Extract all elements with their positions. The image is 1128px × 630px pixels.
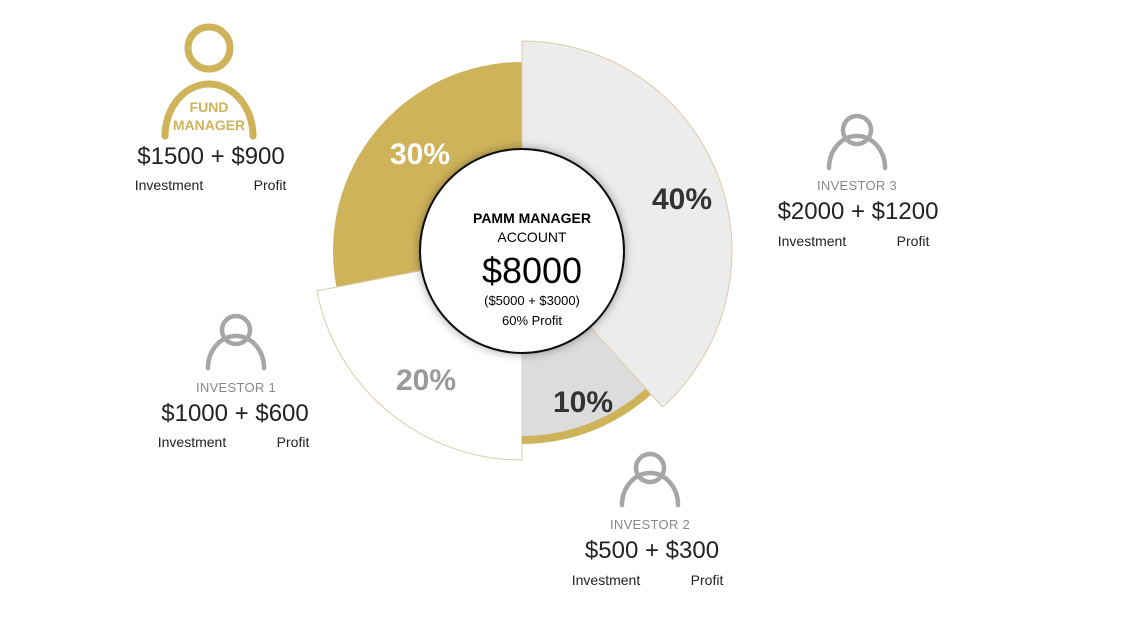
- segment-label-investor-2: 10%: [553, 386, 613, 419]
- center-total: $8000: [482, 250, 582, 291]
- center-subtitle: ACCOUNT: [497, 229, 567, 245]
- role-label-line1: FUND: [189, 99, 229, 115]
- center-account-circle: [419, 148, 625, 354]
- profit-label: Profit: [253, 177, 287, 193]
- profit-label: Profit: [276, 434, 310, 450]
- user-icon: [161, 23, 257, 140]
- amount: $1000 + $600: [161, 400, 309, 427]
- user-icon: [619, 451, 681, 508]
- user-icon: [826, 113, 888, 171]
- investment-label: Investment: [134, 177, 204, 193]
- investment-label: Investment: [157, 434, 227, 450]
- segment-fund-manager: [333, 62, 522, 288]
- user-icon: [205, 313, 267, 371]
- role-label: INVESTOR 1: [195, 380, 277, 395]
- center-profit-note: 60% Profit: [502, 313, 562, 328]
- segment-label-investor-1: 20%: [396, 364, 456, 397]
- investment-label: Investment: [777, 233, 847, 249]
- profit-label: Profit: [690, 572, 724, 588]
- center-title: PAMM MANAGER: [473, 210, 591, 226]
- role-label-line2: MANAGER: [172, 117, 246, 133]
- segment-label-fund-manager: 30%: [390, 138, 450, 171]
- profit-label: Profit: [896, 233, 930, 249]
- segment-label-investor-3: 40%: [652, 183, 712, 216]
- role-label: INVESTOR 2: [609, 517, 691, 532]
- role-label: INVESTOR 3: [816, 178, 898, 193]
- amount: $1500 + $900: [137, 143, 285, 170]
- amount: $2000 + $1200: [777, 198, 939, 225]
- investment-label: Investment: [571, 572, 641, 588]
- amount: $500 + $300: [584, 537, 720, 564]
- center-breakdown: ($5000 + $3000): [484, 293, 580, 308]
